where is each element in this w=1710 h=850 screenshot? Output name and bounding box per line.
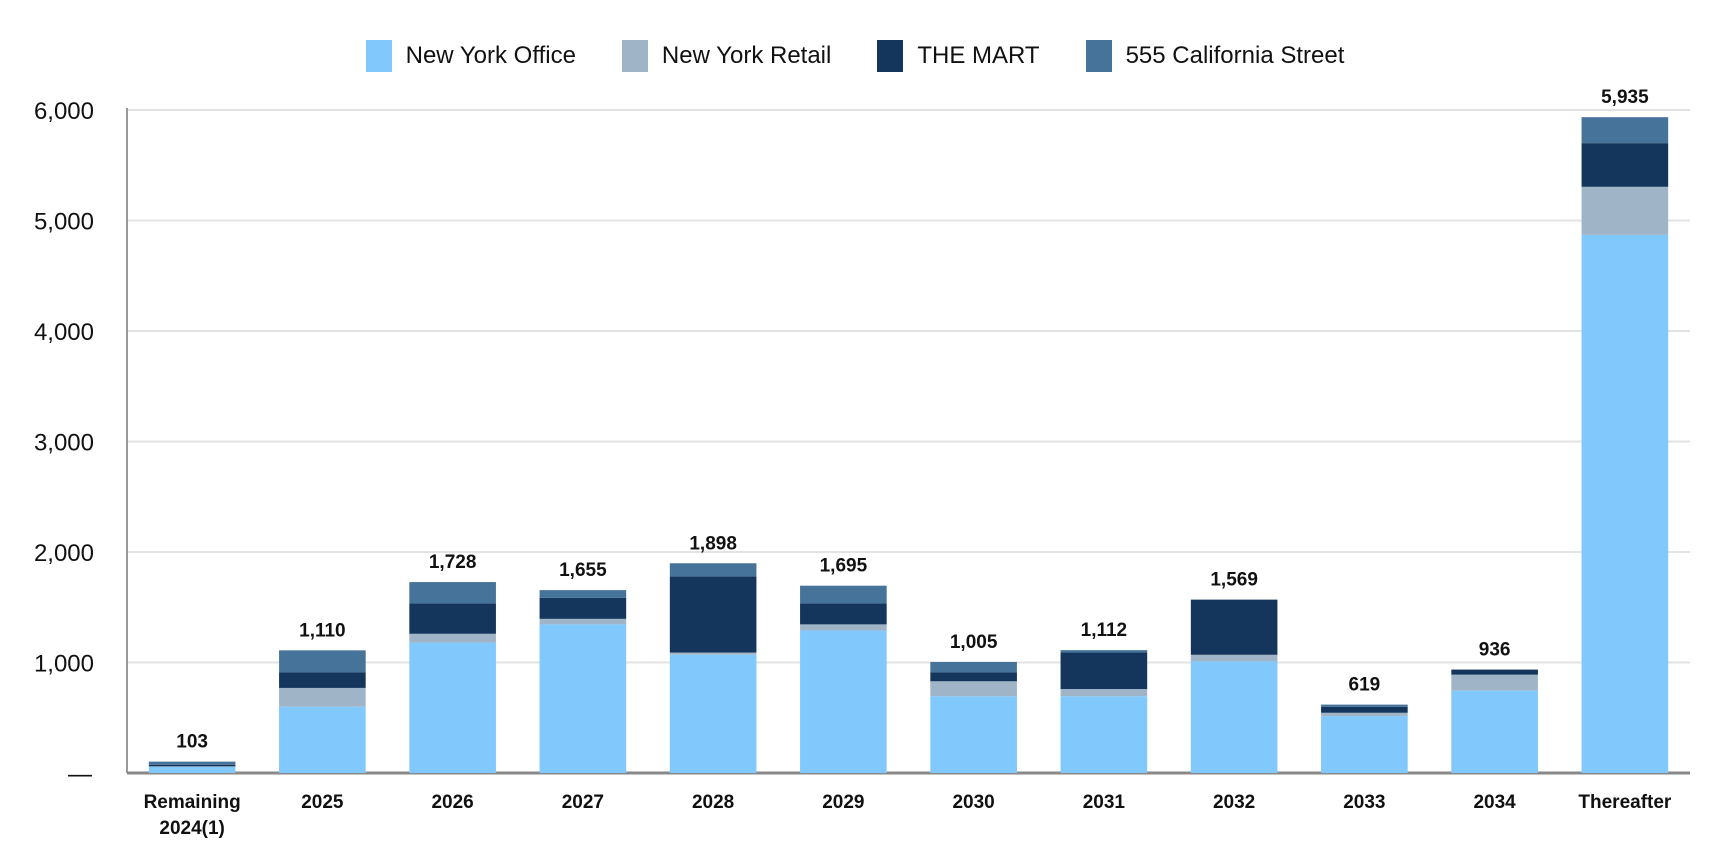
bar-segment-new-york-office	[148, 766, 236, 773]
bar-segment-555-california-street	[539, 590, 627, 598]
bar-segment-the-mart	[539, 597, 627, 619]
bar-segment-new-york-retail	[800, 624, 887, 631]
bar-segment-new-york-retail	[1190, 654, 1278, 662]
data-label: 1,898	[689, 533, 737, 554]
legend-label: New York Retail	[661, 42, 832, 69]
x-tick-label: 2033	[1343, 792, 1385, 813]
data-label: 936	[1479, 640, 1511, 661]
bar-segment-555-california-street	[800, 585, 887, 604]
bar-segment-555-california-street	[930, 661, 1017, 673]
legend-label: THE MART	[917, 42, 1040, 69]
bar-segment-the-mart	[669, 576, 757, 653]
y-tick-label: 2,000	[34, 540, 94, 567]
bar-segment-555-california-street	[1581, 117, 1669, 144]
data-label: 1,110	[299, 620, 346, 641]
bar-segment-new-york-retail	[539, 618, 627, 625]
bar-segment-new-york-retail	[1581, 186, 1669, 235]
bar-segment-new-york-retail	[1060, 689, 1148, 697]
bar-segment-new-york-office	[539, 624, 627, 773]
x-tick-label: 2024(1)	[159, 818, 225, 839]
data-label: 5,935	[1601, 87, 1649, 108]
bar-segment-the-mart	[1451, 669, 1538, 675]
bar-segment-555-california-street	[1321, 704, 1408, 707]
legend-item: THE MART	[877, 40, 1040, 72]
bar-segment-new-york-retail	[148, 766, 236, 767]
bar-segment-the-mart	[1581, 143, 1669, 187]
data-label: 1,655	[559, 560, 607, 581]
y-tick-label: 1,000	[34, 651, 94, 678]
bar-segment-the-mart	[1190, 599, 1278, 655]
x-tick-label: 2034	[1473, 792, 1516, 813]
bar-segment-the-mart	[148, 764, 236, 767]
x-tick-label: 2030	[952, 792, 994, 813]
bar-segment-555-california-street	[1060, 650, 1148, 653]
x-tick-label: 2029	[822, 792, 864, 813]
bar-segment-the-mart	[279, 672, 366, 688]
x-tick-label: Thereafter	[1578, 792, 1672, 813]
bar-segment-the-mart	[930, 672, 1017, 682]
y-tick-label: 3,000	[34, 430, 94, 457]
bar-segment-new-york-office	[1190, 661, 1278, 773]
bar-segment-new-york-office	[1451, 690, 1538, 773]
legend-swatch	[877, 40, 904, 72]
y-tick-label: 5,000	[34, 209, 94, 236]
data-label: 619	[1349, 675, 1381, 696]
legend-item: 555 California Street	[1085, 40, 1345, 72]
legend-swatch	[621, 40, 648, 72]
legend-label: 555 California Street	[1125, 42, 1345, 69]
bar-segment-new-york-office	[1581, 234, 1669, 774]
x-tick-label: 2025	[301, 792, 344, 813]
data-label: 1,695	[820, 556, 868, 577]
data-label: 1,569	[1210, 570, 1258, 591]
bar-segment-new-york-retail	[669, 652, 757, 655]
y-tick-label: 6,000	[34, 98, 94, 125]
bar-segment-new-york-office	[409, 642, 496, 773]
bar-segment-new-york-retail	[279, 687, 366, 707]
x-tick-label: 2031	[1083, 792, 1126, 813]
bar-segment-new-york-retail	[409, 633, 496, 643]
x-tick-label: 2032	[1213, 792, 1255, 813]
bar-segment-555-california-street	[279, 650, 366, 673]
bar-segment-new-york-office	[930, 696, 1017, 773]
y-tick-label: —	[68, 761, 92, 788]
bar-segment-new-york-office	[279, 706, 366, 773]
data-label: 1,728	[429, 552, 477, 573]
legend-item: New York Office	[365, 40, 576, 72]
legend-item: New York Retail	[621, 40, 832, 72]
bar-segment-new-york-office	[1321, 716, 1408, 773]
bar-segment-the-mart	[800, 603, 887, 625]
legend-swatch	[365, 40, 392, 72]
bar-segment-555-california-street	[148, 761, 236, 765]
bar-segment-new-york-office	[669, 654, 757, 773]
data-label: 1,005	[950, 632, 998, 653]
bar-segment-555-california-street	[669, 563, 757, 577]
x-tick-label: 2028	[692, 792, 734, 813]
bar-segment-new-york-retail	[1451, 674, 1538, 691]
legend: New York Office New York Retail THE MART 55…	[0, 40, 1710, 72]
data-label: 103	[176, 732, 208, 753]
x-tick-label: 2027	[562, 792, 604, 813]
y-tick-label: 4,000	[34, 319, 94, 346]
bar-segment-555-california-street	[409, 582, 496, 604]
bar-segment-new-york-retail	[1321, 712, 1408, 717]
bar-segment-new-york-office	[1060, 696, 1148, 773]
bar-segment-the-mart	[1060, 652, 1148, 690]
bar-segment-new-york-retail	[930, 681, 1017, 697]
bar-segment-the-mart	[409, 603, 496, 634]
data-label: 1,112	[1081, 620, 1128, 641]
x-tick-label: 2026	[431, 792, 473, 813]
legend-label: New York Office	[405, 42, 576, 69]
x-tick-label: Remaining	[144, 792, 241, 813]
bar-segment-the-mart	[1321, 706, 1408, 713]
legend-swatch	[1085, 40, 1112, 72]
bar-segment-new-york-office	[800, 630, 887, 773]
